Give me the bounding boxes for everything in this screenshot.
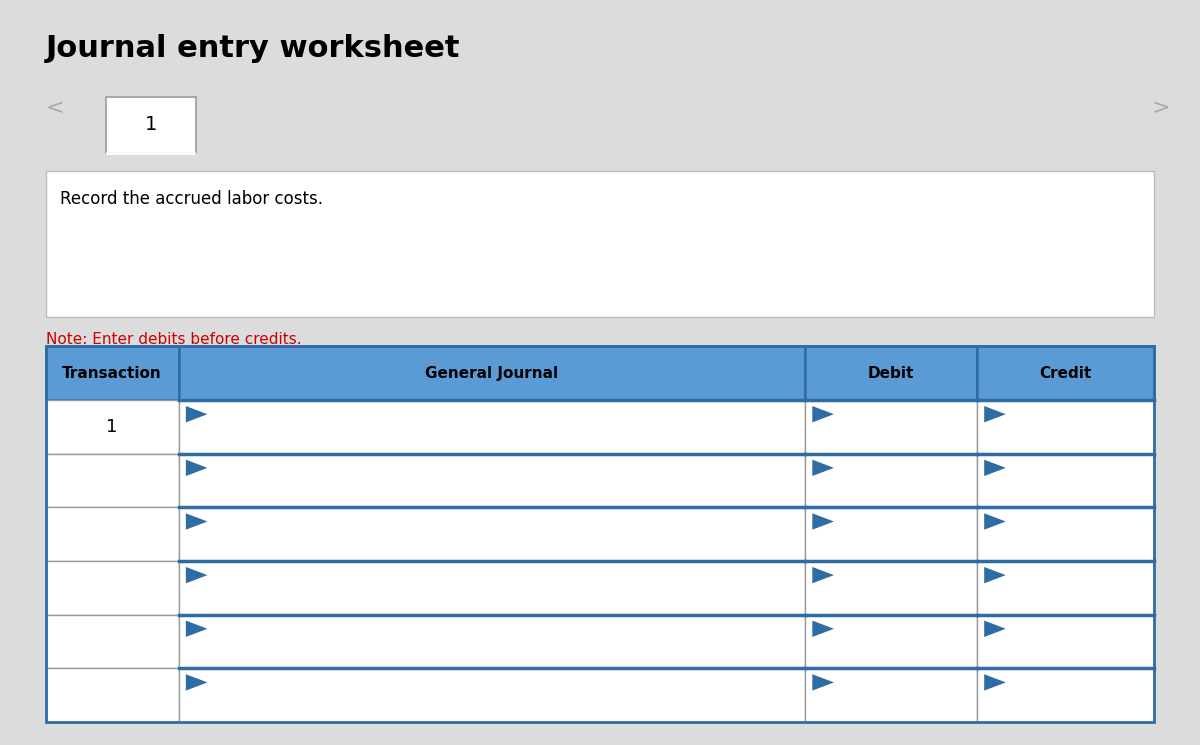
Text: Journal entry worksheet: Journal entry worksheet (46, 34, 460, 63)
Text: 1: 1 (144, 115, 157, 134)
Polygon shape (812, 406, 834, 422)
FancyBboxPatch shape (805, 400, 977, 454)
FancyBboxPatch shape (977, 507, 1154, 561)
Polygon shape (984, 406, 1006, 422)
FancyBboxPatch shape (106, 97, 196, 153)
Polygon shape (186, 621, 208, 637)
FancyBboxPatch shape (805, 346, 977, 400)
FancyBboxPatch shape (46, 400, 179, 454)
FancyBboxPatch shape (46, 561, 179, 615)
FancyBboxPatch shape (179, 454, 805, 507)
Polygon shape (812, 567, 834, 583)
Text: Debit: Debit (868, 366, 914, 381)
FancyBboxPatch shape (805, 561, 977, 615)
Polygon shape (984, 567, 1006, 583)
FancyBboxPatch shape (179, 400, 805, 454)
Polygon shape (186, 406, 208, 422)
Polygon shape (812, 621, 834, 637)
Text: <: < (46, 98, 65, 118)
FancyBboxPatch shape (46, 171, 1154, 317)
Text: Transaction: Transaction (62, 366, 162, 381)
Polygon shape (812, 513, 834, 530)
Polygon shape (984, 513, 1006, 530)
Polygon shape (186, 567, 208, 583)
FancyBboxPatch shape (977, 454, 1154, 507)
Polygon shape (186, 674, 208, 691)
FancyBboxPatch shape (179, 615, 805, 668)
FancyBboxPatch shape (977, 346, 1154, 400)
Text: Note: Enter debits before credits.: Note: Enter debits before credits. (46, 332, 301, 346)
Text: >: > (1151, 98, 1170, 118)
FancyBboxPatch shape (977, 561, 1154, 615)
FancyBboxPatch shape (46, 346, 179, 400)
Text: Credit: Credit (1039, 366, 1092, 381)
Polygon shape (984, 460, 1006, 476)
Polygon shape (812, 460, 834, 476)
FancyBboxPatch shape (977, 668, 1154, 722)
FancyBboxPatch shape (46, 454, 179, 507)
FancyBboxPatch shape (179, 561, 805, 615)
Polygon shape (812, 674, 834, 691)
Text: General Journal: General Journal (425, 366, 558, 381)
FancyBboxPatch shape (46, 507, 179, 561)
Text: Record the accrued labor costs.: Record the accrued labor costs. (60, 190, 323, 208)
FancyBboxPatch shape (977, 400, 1154, 454)
Polygon shape (186, 460, 208, 476)
Polygon shape (984, 674, 1006, 691)
FancyBboxPatch shape (977, 615, 1154, 668)
FancyBboxPatch shape (46, 615, 179, 668)
Polygon shape (984, 621, 1006, 637)
FancyBboxPatch shape (805, 454, 977, 507)
FancyBboxPatch shape (179, 668, 805, 722)
FancyBboxPatch shape (46, 668, 179, 722)
FancyBboxPatch shape (805, 507, 977, 561)
Polygon shape (186, 513, 208, 530)
Text: 1: 1 (107, 418, 118, 436)
FancyBboxPatch shape (805, 615, 977, 668)
FancyBboxPatch shape (179, 507, 805, 561)
FancyBboxPatch shape (805, 668, 977, 722)
FancyBboxPatch shape (179, 346, 805, 400)
